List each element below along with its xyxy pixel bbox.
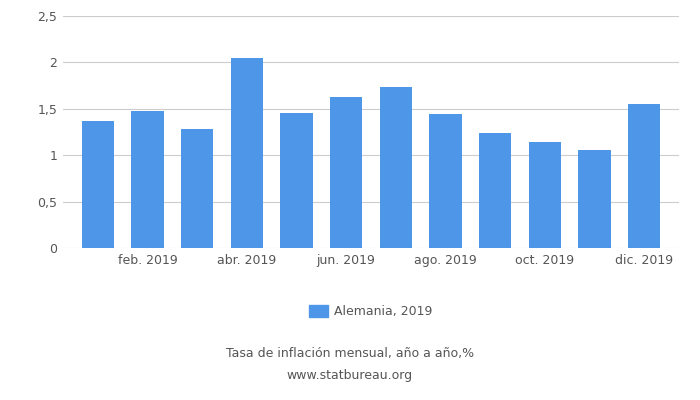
Text: www.statbureau.org: www.statbureau.org: [287, 369, 413, 382]
Bar: [132, 111, 164, 248]
Bar: [231, 58, 263, 248]
Bar: [479, 133, 511, 248]
Bar: [181, 129, 214, 248]
Bar: [628, 104, 660, 248]
Bar: [379, 88, 412, 248]
Bar: [429, 114, 462, 248]
Text: Tasa de inflación mensual, año a año,%: Tasa de inflación mensual, año a año,%: [226, 348, 474, 360]
Bar: [280, 114, 313, 248]
Bar: [528, 142, 561, 248]
Bar: [82, 121, 114, 248]
Legend: Alemania, 2019: Alemania, 2019: [309, 305, 433, 318]
Bar: [578, 150, 610, 248]
Bar: [330, 97, 363, 248]
